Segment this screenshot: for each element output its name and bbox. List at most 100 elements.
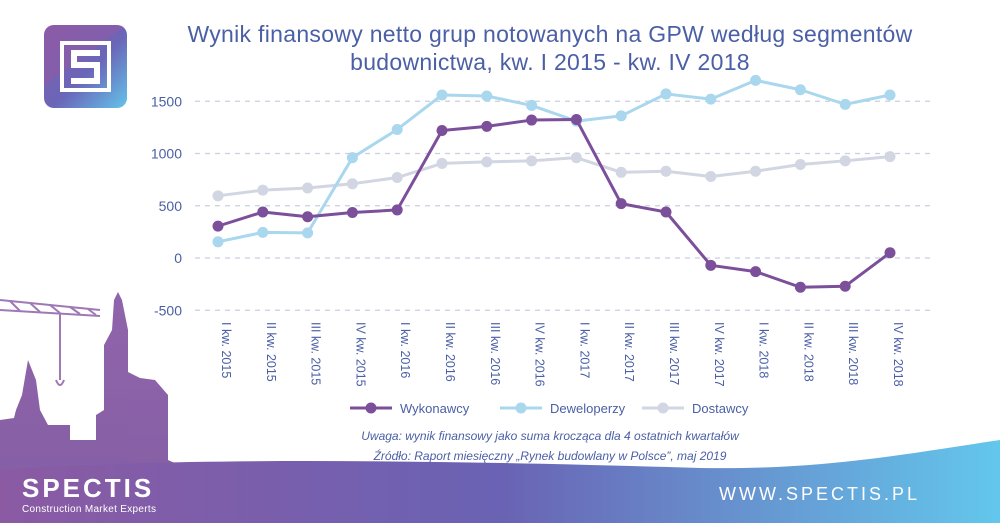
- data-point-dostawcy: [839, 155, 851, 167]
- legend-item-deweloperzy: Deweloperzy: [500, 398, 625, 418]
- data-point-wykonawcy: [526, 114, 538, 126]
- legend-item-dostawcy: Dostawcy: [642, 398, 748, 418]
- data-point-wykonawcy: [750, 266, 762, 278]
- website-url[interactable]: WWW.SPECTIS.PL: [718, 484, 920, 504]
- chart-title-line-1: Wynik finansowy netto grup notowanych na…: [187, 21, 913, 47]
- x-tick-label: I kw. 2018: [757, 322, 771, 378]
- data-point-dostawcy: [257, 184, 269, 196]
- legend-label-wykonawcy: Wykonawcy: [400, 400, 470, 416]
- y-axis: -500 0 500 1000 1500: [151, 93, 182, 318]
- data-point-wykonawcy: [257, 206, 269, 218]
- footer-band: [0, 440, 1000, 523]
- chart-title-line-2: budownictwa, kw. I 2015 - kw. IV 2018: [350, 49, 750, 75]
- y-tick-label: 500: [159, 198, 183, 214]
- brand: SPECTIS Construction Market Experts: [22, 474, 156, 515]
- data-point-deweloperzy: [660, 88, 672, 100]
- data-point-wykonawcy: [481, 120, 493, 132]
- data-point-dostawcy: [884, 151, 896, 163]
- data-point-wykonawcy: [839, 280, 851, 292]
- data-point-deweloperzy: [302, 227, 314, 239]
- data-point-wykonawcy: [436, 125, 448, 137]
- x-tick-label: I kw. 2016: [398, 322, 412, 378]
- data-point-deweloperzy: [884, 89, 896, 101]
- data-point-dostawcy: [391, 172, 403, 184]
- brand-name: SPECTIS: [22, 473, 155, 503]
- data-point-deweloperzy: [526, 99, 538, 111]
- data-point-deweloperzy: [436, 89, 448, 101]
- data-point-wykonawcy: [391, 204, 403, 216]
- x-tick-label: II kw. 2018: [801, 322, 815, 382]
- data-point-dostawcy: [302, 182, 314, 194]
- data-point-dostawcy: [615, 166, 627, 178]
- series-line-deweloperzy: [217, 78, 891, 244]
- data-point-deweloperzy: [346, 152, 358, 164]
- data-point-dostawcy: [794, 158, 806, 170]
- data-point-wykonawcy: [212, 220, 224, 232]
- brand-tagline: Construction Market Experts: [22, 504, 157, 515]
- chart-note: Uwaga: wynik finansowy jako suma krocząc…: [361, 429, 739, 443]
- x-tick-label: II kw. 2015: [264, 322, 278, 382]
- chart-title: Wynik finansowy netto grup notowanych na…: [150, 20, 950, 76]
- x-tick-label: I kw. 2015: [219, 322, 233, 378]
- x-axis: I kw. 2015 II kw. 2015 III kw. 2015 IV kw. …: [219, 322, 905, 387]
- series-wykonawcy: [212, 114, 896, 293]
- x-tick-label: IV kw. 2015: [353, 322, 367, 387]
- y-tick-label: 1000: [151, 146, 182, 162]
- x-tick-label: IV kw. 2016: [533, 322, 547, 387]
- legend-marker-dostawcy: [642, 402, 684, 414]
- data-point-wykonawcy: [884, 247, 896, 259]
- legend-item-wykonawcy: Wykonawcy: [350, 398, 469, 418]
- data-point-dostawcy: [570, 152, 582, 164]
- y-tick-label: 1500: [151, 93, 182, 109]
- grid-lines: [195, 100, 935, 311]
- data-point-dostawcy: [436, 157, 448, 169]
- legend-label-dostawcy: Dostawcy: [692, 400, 749, 416]
- data-point-dostawcy: [660, 165, 672, 177]
- data-point-deweloperzy: [615, 110, 627, 122]
- x-tick-label: III kw. 2017: [667, 322, 681, 385]
- data-point-dostawcy: [705, 170, 717, 182]
- data-point-wykonawcy: [660, 206, 672, 218]
- x-tick-label: II kw. 2016: [443, 322, 457, 382]
- series-line-dostawcy: [217, 155, 891, 198]
- data-point-deweloperzy: [750, 74, 762, 86]
- series-dostawcy: [212, 151, 896, 202]
- y-tick-label: 0: [174, 250, 182, 266]
- data-point-wykonawcy: [615, 198, 627, 210]
- data-point-deweloperzy: [391, 123, 403, 135]
- x-tick-label: I kw. 2017: [577, 322, 591, 378]
- x-tick-label: II kw. 2017: [622, 322, 636, 382]
- legend-marker-wykonawcy: [350, 402, 392, 414]
- data-point-wykonawcy: [705, 259, 717, 271]
- chart-source: Źródło: Raport miesięczny „Rynek budowla…: [373, 449, 727, 463]
- data-point-deweloperzy: [481, 90, 493, 102]
- data-point-deweloperzy: [212, 236, 224, 248]
- data-point-deweloperzy: [705, 93, 717, 105]
- data-point-deweloperzy: [257, 226, 269, 238]
- crane-icon: [0, 299, 101, 386]
- data-point-dostawcy: [212, 190, 224, 202]
- legend-label-deweloperzy: Deweloperzy: [550, 400, 626, 416]
- spectis-logo: [44, 25, 127, 108]
- x-tick-label: III kw. 2018: [846, 322, 860, 385]
- series-lines: [212, 74, 896, 293]
- series-line-wykonawcy: [217, 118, 891, 289]
- data-point-deweloperzy: [794, 84, 806, 96]
- data-point-deweloperzy: [839, 98, 851, 110]
- x-tick-label: IV kw. 2018: [891, 322, 905, 387]
- x-tick-label: III kw. 2015: [309, 322, 323, 385]
- x-tick-label: IV kw. 2017: [712, 322, 726, 387]
- legend: Wykonawcy Deweloperzy Dostawcy: [350, 398, 770, 418]
- data-point-wykonawcy: [570, 114, 582, 126]
- data-point-wykonawcy: [794, 281, 806, 293]
- data-point-wykonawcy: [346, 207, 358, 219]
- data-point-dostawcy: [481, 156, 493, 168]
- series-deweloperzy: [212, 74, 896, 248]
- legend-marker-deweloperzy: [500, 402, 542, 414]
- data-point-wykonawcy: [302, 211, 314, 223]
- data-point-dostawcy: [346, 178, 358, 190]
- data-point-dostawcy: [750, 165, 762, 177]
- x-tick-label: III kw. 2016: [488, 322, 502, 385]
- data-point-dostawcy: [526, 155, 538, 167]
